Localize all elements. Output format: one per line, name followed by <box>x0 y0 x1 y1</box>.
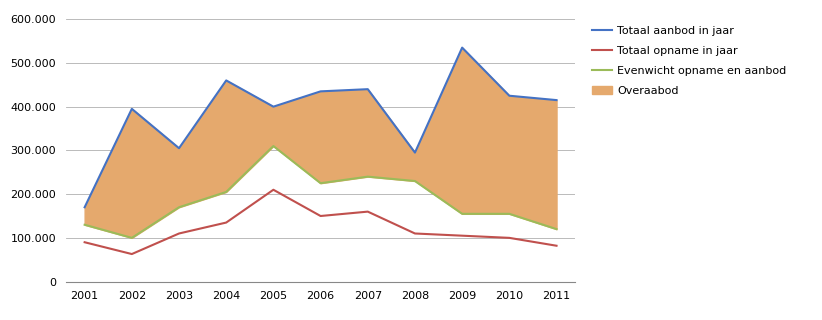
Legend: Totaal aanbod in jaar, Totaal opname in jaar, Evenwicht opname en aanbod, Overaa: Totaal aanbod in jaar, Totaal opname in … <box>592 26 787 96</box>
